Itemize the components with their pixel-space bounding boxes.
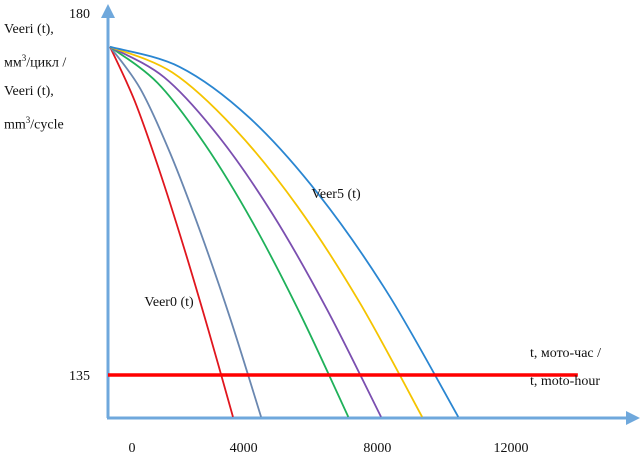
x-tick-label: 8000	[363, 441, 391, 456]
series-line-2	[109, 46, 350, 418]
series-line-1	[109, 46, 262, 418]
y-label-line: Veeri (t),	[4, 22, 54, 37]
x-tick-label: 0	[129, 441, 136, 456]
y-axis-arrow	[101, 4, 115, 18]
series-line-5	[109, 45, 459, 418]
y-label-line: mm	[4, 117, 26, 133]
y-label-line: /цикл /	[26, 55, 67, 71]
y-label-line: мм	[4, 55, 22, 71]
x-axis-arrow	[626, 411, 640, 425]
y-tick-label: 180	[69, 7, 90, 22]
x-axis-label-ru: t, мото-час /	[530, 346, 602, 361]
y-axis-label: Veeri (t), мм3/цикл / Veeri (t), mm3/cyc…	[4, 22, 67, 133]
y-tick-label: 135	[69, 369, 90, 384]
y-label-line: Veeri (t),	[4, 83, 54, 99]
series-line-3	[109, 46, 382, 418]
series-label-veer0: Veer0 (t)	[144, 295, 194, 310]
x-tick-label: 12000	[494, 441, 529, 456]
series-label-veer5: Veer5 (t)	[311, 187, 361, 202]
x-axis-label-en: t, moto-hour	[530, 374, 600, 389]
x-tick-label: 4000	[230, 441, 258, 456]
y-label-line: /cycle	[30, 117, 64, 133]
series-line-4	[109, 45, 423, 418]
series-line-0	[109, 46, 234, 418]
